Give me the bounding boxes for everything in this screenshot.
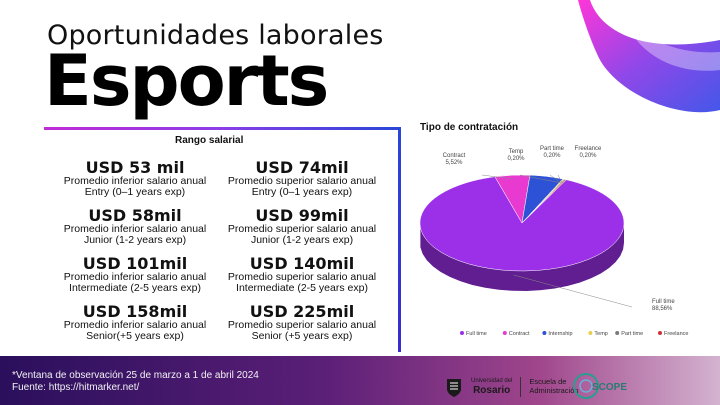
scope-logo-text: SCOPE: [592, 382, 627, 393]
salary-amount: USD 140mil: [249, 254, 355, 273]
legend-label: Freelance: [664, 331, 688, 337]
callout-line: [481, 174, 514, 180]
salary-amount: USD 158mil: [82, 302, 188, 321]
salary-amount: USD 99mil: [255, 206, 349, 225]
university-name-top: Universidad del: [471, 378, 513, 385]
slice-name-label: Temp: [509, 149, 524, 155]
decorative-ribbon: [578, 0, 720, 113]
observation-window-note: *Ventana de observación 25 de marzo a 1 …: [12, 370, 259, 381]
salary-description: Promedio superior salario anual: [227, 175, 377, 188]
footer-note: *Ventana de observación 25 de marzo a 1 …: [12, 370, 259, 393]
salary-amount: USD 53 mil: [85, 158, 185, 177]
legend-label: Full time: [466, 331, 487, 337]
legend-marker: [658, 331, 662, 335]
slice-name-label: Full time: [652, 299, 675, 305]
callout-line: [549, 174, 562, 184]
university-logo: Universidad del Rosario Escuela de Admin…: [445, 373, 579, 401]
legend-marker: [588, 331, 593, 335]
callout-line: [519, 174, 561, 183]
callout-line: [557, 174, 563, 184]
pie-slice-side: [420, 222, 624, 291]
salary-card: USD 74mil Promedio superior salario anua…: [207, 158, 397, 199]
salary-card: USD 158mil Promedio inferior salario anu…: [40, 302, 230, 343]
salary-card: USD 140mil Promedio superior salario anu…: [207, 254, 397, 295]
salary-amount: USD 74mil: [255, 158, 349, 177]
slice-name-label: Freelance: [575, 146, 602, 152]
salary-description: Promedio superior salario anual: [227, 223, 377, 236]
salary-description: Promedio inferior salario anual: [63, 319, 207, 332]
salary-card: USD 101mil Promedio inferior salario anu…: [40, 254, 230, 295]
salary-description: Promedio inferior salario anual: [63, 223, 207, 236]
divider-horizontal: [44, 127, 398, 130]
legend-label: Contract: [509, 331, 530, 337]
slice-value-label: 0,20%: [579, 153, 597, 159]
source-note: Fuente: https://hitmarker.net/: [12, 381, 140, 393]
salary-level: Intermediate (2-5 years exp): [69, 282, 201, 295]
salary-level: Senior(+5 years exp): [86, 330, 184, 343]
salary-description: Promedio superior salario anual: [227, 271, 377, 284]
divider-vertical: [398, 127, 401, 352]
legend-label: Temp: [594, 331, 607, 337]
salary-level: Entry (0–1 years exp): [84, 186, 186, 199]
page-subtitle: Oportunidades laborales: [47, 20, 384, 51]
slice-value-label: 5,52%: [445, 160, 463, 166]
legend-marker: [460, 331, 464, 335]
salary-level: Intermediate (2-5 years exp): [236, 282, 368, 295]
chart-title: Tipo de contratación: [420, 122, 519, 133]
salary-card: USD 99mil Promedio superior salario anua…: [207, 206, 397, 247]
school-name: Escuela de Administración: [529, 378, 578, 395]
salary-card: USD 53 mil Promedio inferior salario anu…: [40, 158, 230, 199]
salary-description: Promedio inferior salario anual: [63, 271, 207, 284]
school-name-line2: Administración: [529, 386, 579, 395]
salary-amount: USD 225mil: [249, 302, 355, 321]
slice-value-label: 0,20%: [507, 156, 525, 162]
salary-card: USD 225mil Promedio superior salario anu…: [207, 302, 397, 343]
logo-separator: [520, 377, 522, 397]
salary-description: Promedio superior salario anual: [227, 319, 377, 332]
legend-marker: [502, 331, 507, 335]
scope-logo: SCOPE: [573, 373, 627, 399]
salary-level: Senior (+5 years exp): [251, 330, 353, 343]
page-title: Esports: [44, 40, 329, 122]
pie-slice-full-time: [419, 176, 625, 272]
legend-label: Part time: [621, 331, 643, 337]
salary-level: Entry (0–1 years exp): [251, 186, 353, 199]
legend-label: Internship: [548, 331, 572, 337]
pie-slice-freelance: [521, 179, 567, 224]
footer-band: [0, 356, 720, 405]
legend-marker: [542, 331, 547, 335]
pie-chart: Full time88,56%Contract5,52%Temp0,20%Par…: [419, 146, 688, 337]
slice-name-label: Part time: [540, 146, 565, 152]
salary-section-title: Rango salarial: [175, 135, 244, 146]
university-name-main: Rosario: [473, 384, 511, 396]
legend-marker: [615, 331, 620, 335]
university-seal-icon: [447, 379, 461, 397]
salary-level: Junior (1-2 years exp): [83, 234, 187, 247]
salary-description: Promedio inferior salario anual: [63, 175, 207, 188]
school-name-line1: Escuela de: [529, 377, 567, 387]
salary-card: USD 58mil Promedio inferior salario anua…: [40, 206, 230, 247]
university-name: Universidad del Rosario: [471, 378, 512, 396]
slice-value-label: 88,56%: [652, 306, 673, 312]
callout-line: [513, 274, 633, 308]
salary-level: Junior (1-2 years exp): [250, 234, 354, 247]
salary-amount: USD 58mil: [88, 206, 182, 225]
slice-name-label: Contract: [443, 153, 466, 159]
slice-value-label: 0,20%: [543, 153, 561, 159]
salary-amount: USD 101mil: [82, 254, 188, 273]
